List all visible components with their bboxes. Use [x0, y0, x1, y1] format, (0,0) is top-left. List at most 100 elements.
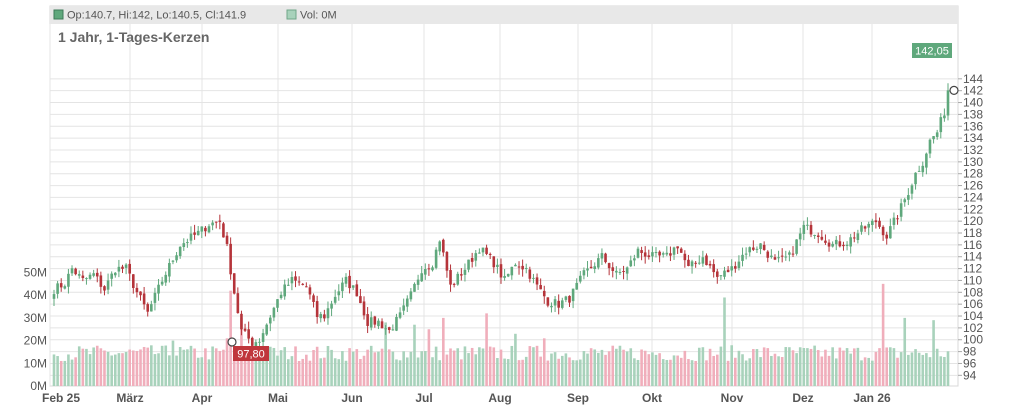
volume-bar [633, 358, 636, 386]
candle-body [142, 293, 146, 305]
volume-bar [932, 320, 935, 386]
volume-bar [496, 358, 499, 386]
candle-body [838, 241, 842, 247]
candle-body [106, 280, 110, 290]
x-tick-label: Aug [488, 391, 511, 405]
volume-bar [150, 345, 153, 386]
volume-bar [503, 358, 506, 386]
volume-bar [420, 351, 423, 386]
volume-bar [726, 360, 730, 386]
legend-bar [50, 6, 958, 24]
volume-tick-label: 40M [24, 288, 47, 302]
candle-body [452, 283, 456, 285]
candle-body [557, 300, 560, 308]
candle-body [153, 292, 157, 303]
volume-bar [899, 352, 903, 386]
candle-body [128, 263, 132, 274]
volume-bar [265, 357, 268, 386]
volume-bar [362, 355, 366, 386]
volume-bar [196, 357, 200, 386]
candle-body [297, 281, 301, 283]
volume-bar [816, 350, 820, 386]
candle-body [712, 264, 715, 273]
volume-bar [200, 357, 204, 386]
legend-volume[interactable]: Vol: 0M [286, 9, 337, 22]
candle-body [222, 223, 225, 238]
volume-bar [359, 358, 362, 386]
candle-body [395, 316, 398, 331]
volume-bar [77, 346, 81, 386]
volume-bar [795, 353, 798, 386]
candle-body [63, 286, 67, 289]
candle-body [463, 269, 467, 275]
candle-body [438, 241, 442, 252]
volume-bar [387, 349, 391, 386]
candle-body [189, 233, 193, 241]
volume-bar [943, 356, 946, 386]
volume-bar [319, 358, 323, 386]
candle-body [77, 274, 81, 276]
candle-body [528, 269, 532, 279]
volume-bar [715, 354, 719, 386]
volume-bar [431, 357, 434, 386]
price-tick-label: 130 [963, 155, 983, 169]
candle-body [719, 275, 723, 277]
volume-bar [910, 352, 914, 386]
candle-body [777, 257, 780, 259]
volume-bar [470, 347, 474, 386]
volume-bar [777, 356, 780, 386]
volume-bar [521, 359, 524, 386]
volume-bar [276, 355, 279, 386]
volume-bar [672, 355, 676, 386]
volume-bar [189, 345, 193, 386]
volume-bar [110, 355, 113, 386]
volume-bar [658, 353, 661, 386]
candle-body [708, 263, 712, 266]
volume-bar [550, 353, 553, 386]
x-tick-label: Sep [567, 391, 589, 405]
candle-body [319, 314, 323, 319]
volume-bar [67, 354, 70, 386]
legend-ohlc[interactable]: Op:140.7, Hi:142, Lo:140.5, Cl:141.9 [53, 9, 246, 22]
volume-bar [514, 333, 517, 386]
candle-body [586, 268, 589, 271]
volume-bar [838, 347, 842, 386]
candle-body [344, 276, 348, 284]
volume-bar [831, 347, 834, 386]
candle-body [499, 264, 503, 278]
candle-body [186, 242, 189, 244]
volume-bar [593, 349, 597, 386]
volume-bar [579, 359, 582, 386]
volume-bar [651, 352, 654, 386]
candle-body [679, 248, 683, 253]
volume-bar [160, 345, 164, 386]
volume-bar [524, 356, 528, 386]
candle-body [899, 203, 903, 217]
volume-tick-label: 30M [24, 311, 47, 325]
candle-body [885, 234, 889, 239]
volume-bar [694, 361, 697, 386]
candle-body [600, 253, 604, 259]
candle-body [110, 273, 113, 279]
volume-bar [921, 354, 925, 386]
candle-body [683, 253, 687, 261]
volume-bar [369, 345, 373, 386]
ohlc-label: Op:140.7, Hi:142, Lo:140.5, Cl:141.9 [67, 10, 246, 22]
volume-bar [669, 359, 672, 386]
volume-bar [622, 349, 625, 386]
volume-bar [535, 345, 539, 386]
last-price-badge [912, 43, 952, 58]
volume-bar [827, 355, 831, 386]
price-tick-label: 106 [963, 297, 983, 311]
candle-body [640, 250, 643, 254]
volume-bar [132, 350, 135, 386]
volume-bar [914, 349, 917, 386]
volume-bar [730, 345, 734, 386]
candle-body [903, 199, 907, 203]
price-tick-label: 124 [963, 190, 983, 204]
candle-body [113, 272, 117, 276]
candle-body [315, 301, 319, 318]
volume-bar [254, 354, 258, 386]
candle-body [917, 170, 921, 172]
candle-body [312, 295, 315, 302]
